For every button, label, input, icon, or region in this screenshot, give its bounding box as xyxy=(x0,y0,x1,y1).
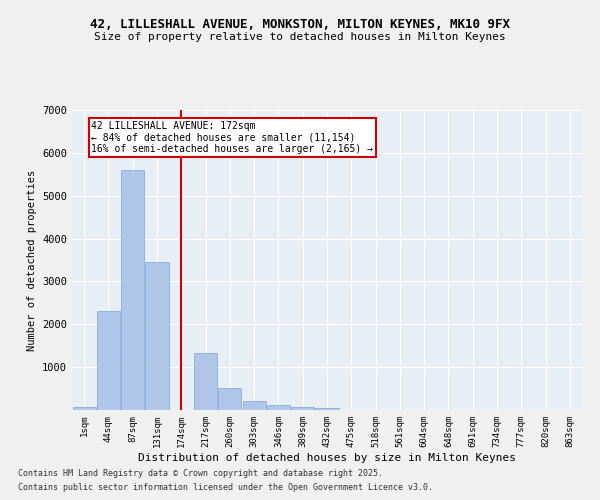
Text: Contains public sector information licensed under the Open Government Licence v3: Contains public sector information licen… xyxy=(18,484,433,492)
Text: Contains HM Land Registry data © Crown copyright and database right 2025.: Contains HM Land Registry data © Crown c… xyxy=(18,468,383,477)
Text: 42, LILLESHALL AVENUE, MONKSTON, MILTON KEYNES, MK10 9FX: 42, LILLESHALL AVENUE, MONKSTON, MILTON … xyxy=(90,18,510,30)
Bar xyxy=(291,406,314,410)
X-axis label: Distribution of detached houses by size in Milton Keynes: Distribution of detached houses by size … xyxy=(138,452,516,462)
Text: Size of property relative to detached houses in Milton Keynes: Size of property relative to detached ho… xyxy=(94,32,506,42)
Y-axis label: Number of detached properties: Number of detached properties xyxy=(26,170,37,350)
Bar xyxy=(145,262,169,410)
Bar xyxy=(242,402,266,410)
Bar xyxy=(194,354,217,410)
Bar xyxy=(73,406,95,410)
Text: 42 LILLESHALL AVENUE: 172sqm
← 84% of detached houses are smaller (11,154)
16% o: 42 LILLESHALL AVENUE: 172sqm ← 84% of de… xyxy=(91,120,373,154)
Bar xyxy=(218,388,241,410)
Bar xyxy=(316,408,338,410)
Bar xyxy=(97,312,120,410)
Bar xyxy=(267,405,290,410)
Bar xyxy=(121,170,144,410)
